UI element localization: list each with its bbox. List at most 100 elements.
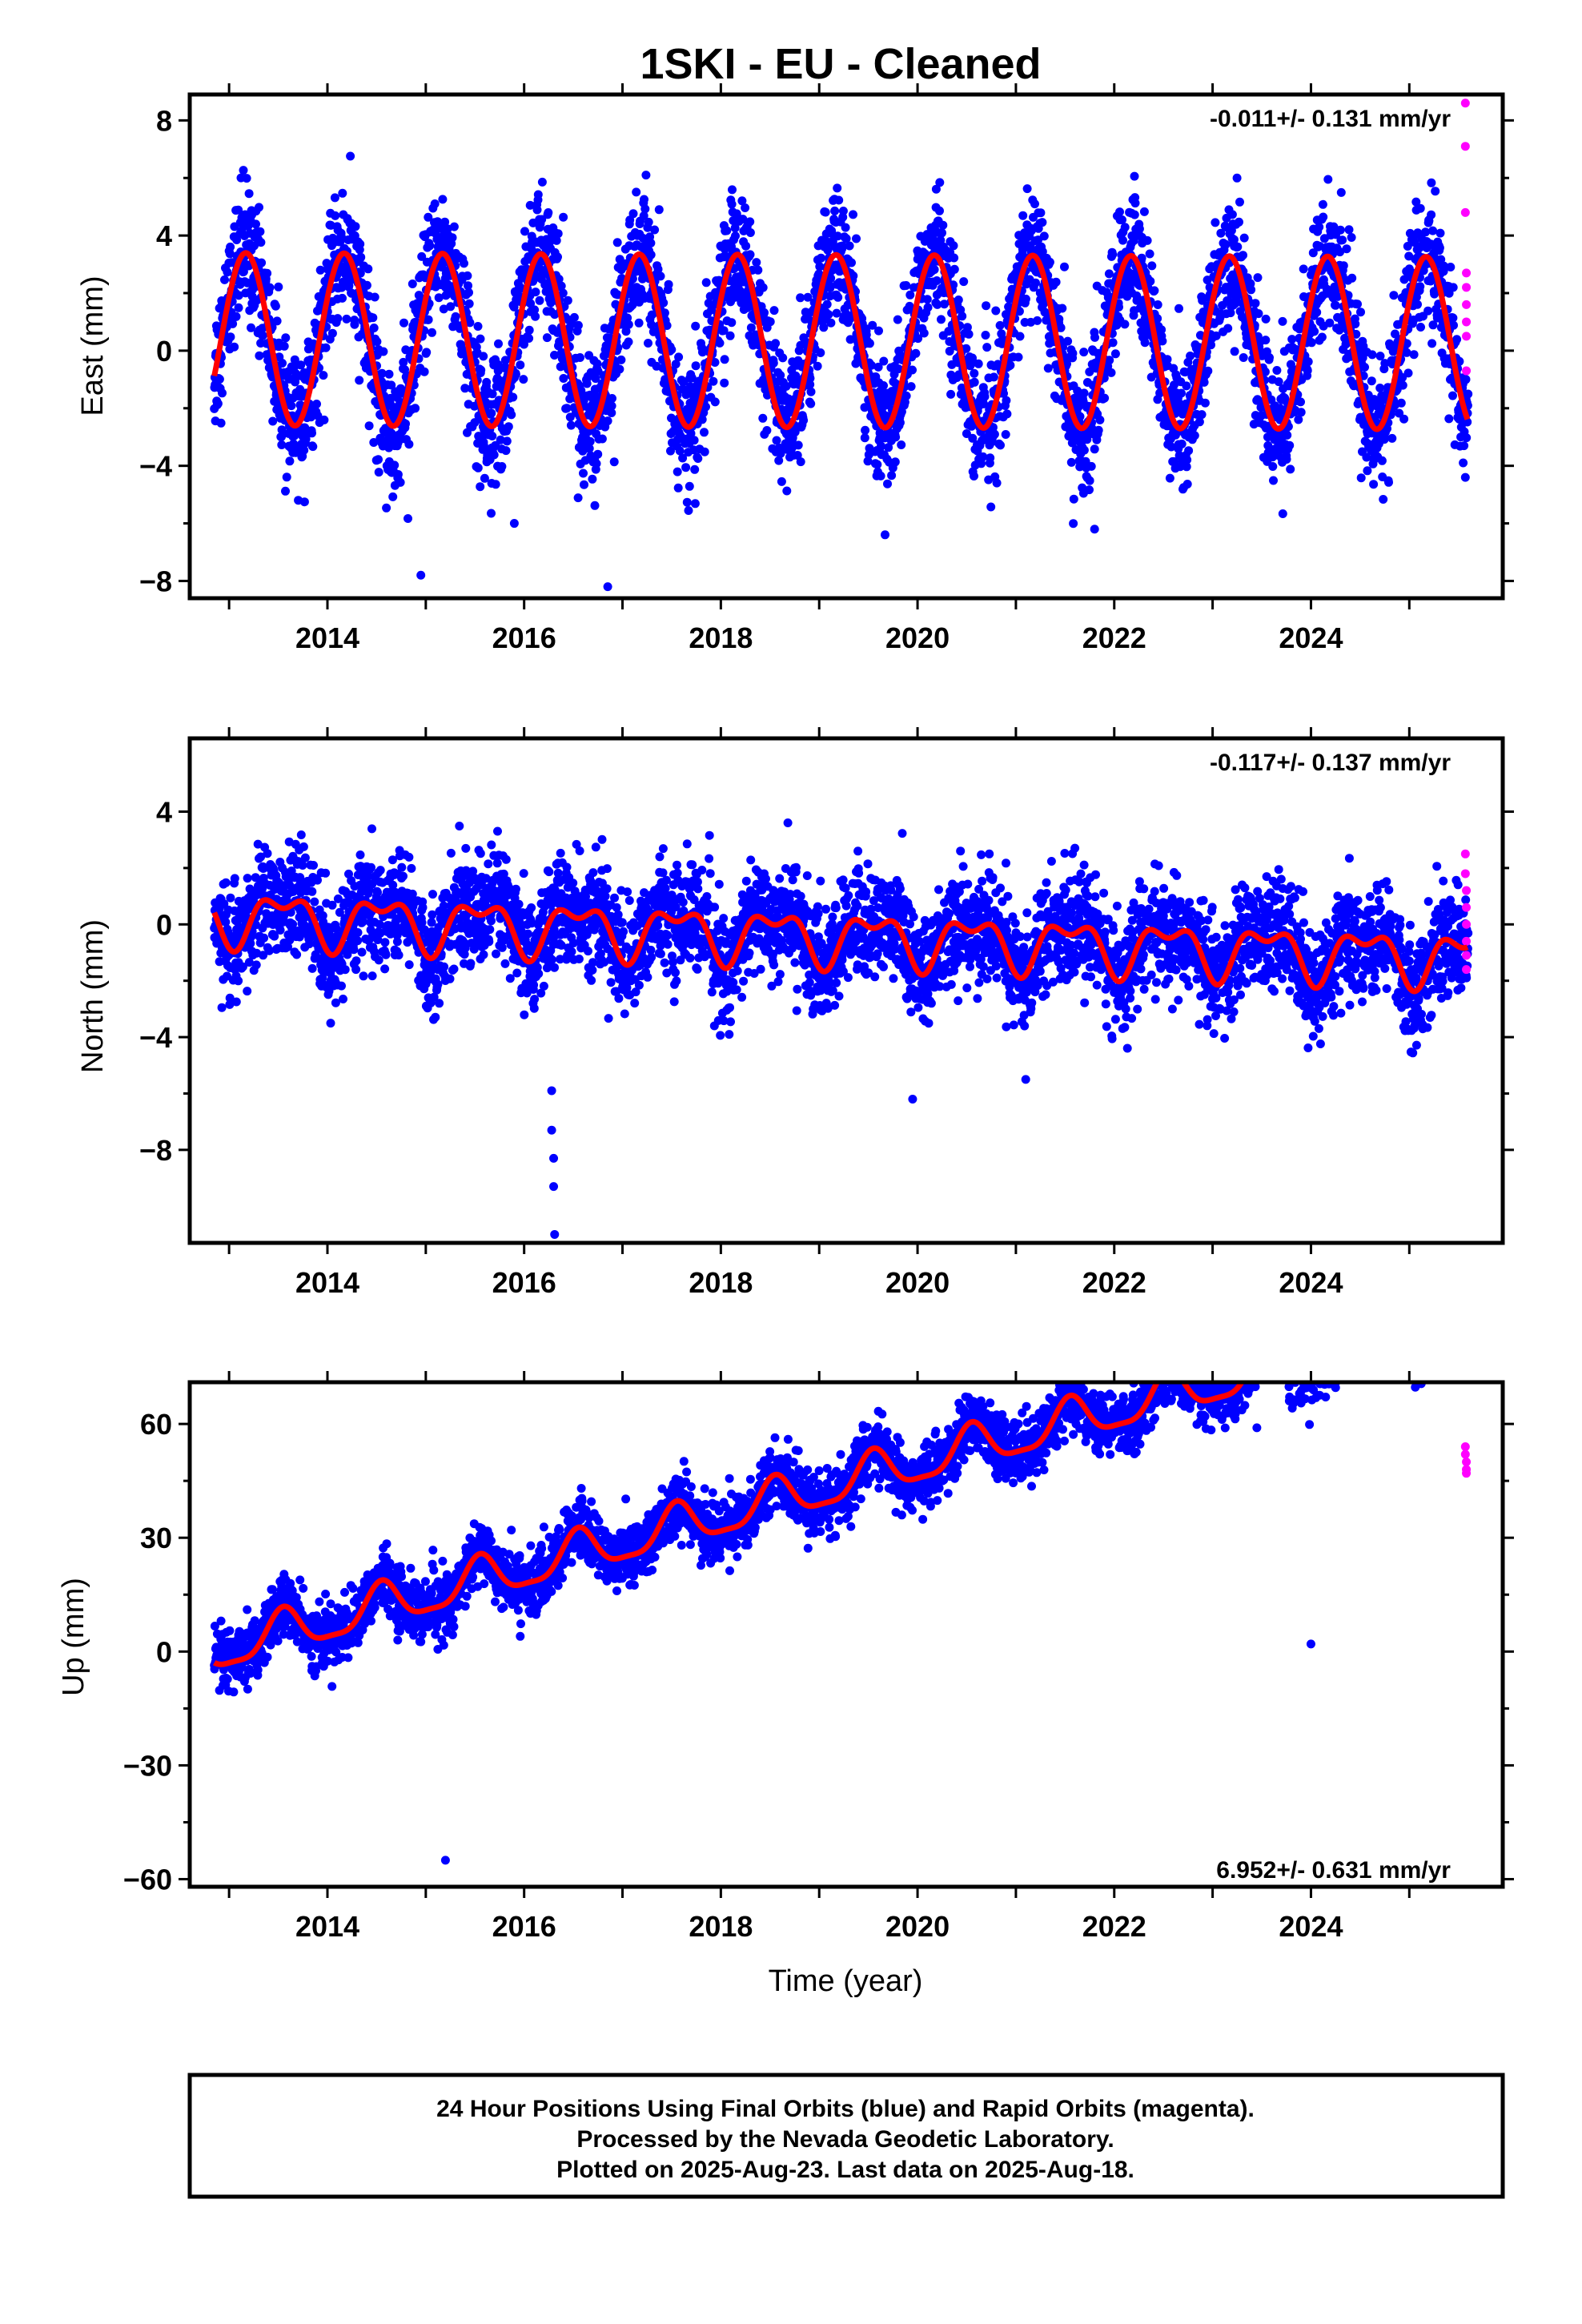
data-point — [690, 464, 700, 474]
data-point — [247, 323, 255, 332]
data-point — [1079, 348, 1089, 357]
data-point — [216, 418, 226, 428]
data-point — [1339, 261, 1348, 271]
data-point — [634, 318, 644, 328]
data-point — [841, 234, 851, 243]
data-point — [223, 267, 232, 277]
data-point — [1389, 291, 1399, 300]
data-point — [508, 392, 518, 402]
data-point — [745, 228, 755, 237]
data-point — [1411, 197, 1421, 207]
data-point — [259, 951, 268, 960]
data-point — [333, 894, 343, 903]
data-point — [1106, 368, 1116, 377]
data-point — [582, 379, 592, 388]
data-point — [349, 945, 359, 955]
data-point — [1421, 227, 1430, 237]
data-point — [908, 365, 917, 375]
data-point — [806, 387, 816, 396]
data-point — [1153, 314, 1162, 324]
data-point — [609, 457, 619, 467]
y-tick-label: −4 — [139, 450, 172, 483]
data-point — [400, 365, 409, 374]
data-point — [448, 233, 457, 243]
data-point — [399, 357, 408, 367]
data-point — [1129, 236, 1138, 245]
data-point — [980, 392, 990, 401]
data-point — [364, 421, 374, 431]
data-point — [1130, 210, 1139, 219]
data-point — [393, 470, 403, 479]
data-point — [231, 997, 241, 1007]
data-point — [270, 931, 279, 941]
data-point — [841, 223, 850, 232]
data-point — [950, 253, 959, 263]
data-point — [954, 296, 963, 304]
data-point — [374, 468, 383, 477]
data-point — [388, 492, 398, 501]
data-point — [230, 874, 239, 883]
data-point — [681, 463, 691, 472]
data-point — [213, 399, 223, 408]
data-point — [1444, 414, 1454, 424]
data-point — [286, 907, 295, 917]
data-point — [556, 281, 566, 291]
data-point — [992, 478, 1002, 488]
data-point — [1375, 352, 1385, 361]
data-point — [374, 455, 383, 464]
data-point — [463, 271, 472, 280]
data-point — [1069, 494, 1078, 504]
data-point — [833, 292, 843, 302]
data-point — [933, 300, 942, 309]
data-point — [1403, 368, 1413, 378]
data-point — [1090, 525, 1099, 534]
data-point — [295, 873, 305, 883]
data-point — [1058, 304, 1067, 313]
data-point — [253, 839, 263, 849]
data-point — [936, 235, 946, 245]
data-point — [1079, 445, 1089, 455]
data-point — [526, 299, 536, 308]
data-point — [1294, 415, 1303, 424]
data-point — [299, 445, 309, 455]
data-point — [1195, 417, 1204, 427]
data-point — [1303, 357, 1313, 367]
data-point — [1036, 208, 1046, 218]
data-point — [234, 205, 243, 215]
data-point — [327, 328, 337, 338]
data-point — [805, 373, 815, 383]
data-point — [1031, 278, 1040, 287]
data-point — [369, 324, 379, 332]
data-point — [895, 418, 905, 428]
data-point — [313, 411, 323, 420]
data-point — [821, 207, 830, 217]
data-point — [1002, 409, 1012, 419]
data-point — [464, 287, 473, 297]
data-point — [913, 334, 923, 344]
data-point — [730, 223, 740, 233]
data-point — [1460, 472, 1470, 482]
data-point — [675, 446, 685, 456]
data-point — [338, 293, 347, 303]
data-point — [476, 334, 485, 344]
data-point — [1184, 446, 1194, 456]
data-point — [1090, 332, 1099, 342]
data-point — [727, 199, 737, 209]
data-point — [845, 335, 855, 344]
data-point — [731, 231, 740, 241]
data-point — [279, 341, 289, 351]
data-point — [223, 971, 231, 981]
data-point — [931, 184, 941, 194]
data-point — [480, 473, 489, 483]
data-point — [569, 312, 579, 322]
data-point — [887, 471, 897, 480]
data-point — [837, 241, 847, 251]
data-point — [1318, 199, 1327, 209]
data-point — [304, 939, 314, 949]
data-point — [337, 232, 346, 242]
data-point — [845, 241, 854, 251]
data-point — [1235, 217, 1243, 227]
data-point — [330, 193, 339, 203]
data-point — [283, 942, 292, 951]
data-point — [758, 413, 768, 423]
